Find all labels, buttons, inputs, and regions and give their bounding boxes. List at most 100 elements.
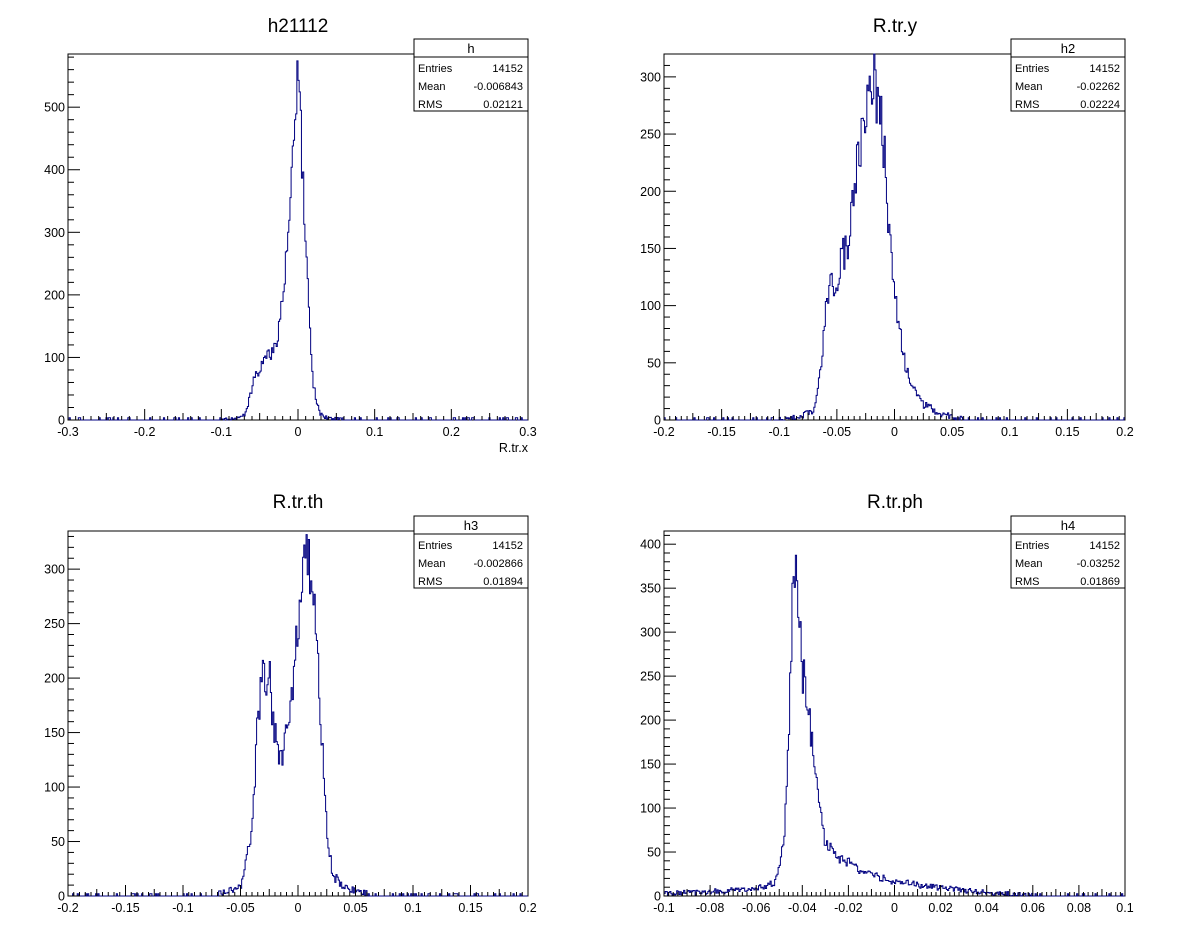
x-tick-label: -0.1 — [653, 901, 675, 915]
x-tick-label: -0.02 — [834, 901, 863, 915]
histogram-series — [663, 554, 1125, 897]
x-tick-label: 0.05 — [343, 901, 367, 915]
y-tick-label: 100 — [640, 802, 661, 816]
stats-value-rms: 0.02224 — [1080, 99, 1120, 111]
x-tick-label: 0.1 — [1001, 425, 1018, 439]
x-tick-label: -0.08 — [696, 901, 725, 915]
x-tick-label: -0.1 — [211, 425, 233, 439]
histogram-series — [68, 534, 528, 897]
x-tick-label: -0.06 — [742, 901, 771, 915]
stats-histogram-name: h3 — [464, 518, 478, 533]
stats-value-mean: -0.03252 — [1077, 558, 1120, 570]
x-tick-label: 0.1 — [366, 425, 383, 439]
stats-label-rms: RMS — [1015, 576, 1039, 588]
y-tick-label: 250 — [44, 617, 65, 631]
y-tick-label: 150 — [640, 758, 661, 772]
x-tick-label: 0 — [891, 901, 898, 915]
histogram-panel-3: R.tr.th -0.2 -0.15 -0.1 -0.05 0 0.05 0.1 0.15 0.2… — [44, 492, 537, 915]
x-tick-label: 0.3 — [519, 425, 536, 439]
x-tick-label: -0.05 — [823, 425, 852, 439]
x-tick-label: 0.2 — [1116, 425, 1133, 439]
y-tick-label: 200 — [640, 185, 661, 199]
y-tick-label: 0 — [654, 890, 661, 904]
stats-value-entries: 14152 — [1089, 63, 1120, 75]
y-tick-label: 150 — [640, 242, 661, 256]
stats-box: h4 Entries 14152 Mean -0.03252 RMS 0.01869 — [1010, 515, 1126, 589]
y-tick-label: 150 — [44, 726, 65, 740]
x-tick-label: 0.08 — [1067, 901, 1091, 915]
y-tick-label: 100 — [44, 351, 65, 365]
y-tick-label: 0 — [58, 890, 65, 904]
stats-histogram-name: h4 — [1061, 518, 1075, 533]
histogram-series — [68, 60, 528, 421]
y-tick-label: 400 — [44, 163, 65, 177]
stats-value-entries: 14152 — [1089, 540, 1120, 552]
y-tick-label: 100 — [640, 299, 661, 313]
stats-box: h2 Entries 14152 Mean -0.02262 RMS 0.02224 — [1010, 38, 1126, 112]
x-tick-label: 0 — [295, 425, 302, 439]
y-tick-label: 250 — [640, 128, 661, 142]
x-tick-label: 0.15 — [458, 901, 482, 915]
stats-box-frame — [413, 38, 529, 112]
panel-title: R.tr.y — [873, 16, 918, 37]
x-tick-label: 0 — [891, 425, 898, 439]
x-tick-label: 0.02 — [928, 901, 952, 915]
y-tick-label: 200 — [44, 288, 65, 302]
y-tick-label: 0 — [654, 414, 661, 428]
stats-box: h3 Entries 14152 Mean -0.002866 RMS 0.01894 — [413, 515, 529, 589]
y-tick-label: 200 — [44, 672, 65, 686]
stats-label-entries: Entries — [418, 63, 453, 75]
stats-value-mean: -0.002866 — [473, 558, 523, 570]
stats-value-mean: -0.006843 — [473, 81, 523, 93]
stats-value-rms: 0.02121 — [483, 99, 523, 111]
y-tick-label: 400 — [640, 538, 661, 552]
x-tick-label: -0.1 — [172, 901, 194, 915]
stats-box-frame — [1010, 38, 1126, 112]
stats-histogram-name: h — [467, 41, 474, 56]
stats-label-mean: Mean — [418, 558, 446, 570]
x-tick-label: -0.2 — [57, 901, 79, 915]
x-tick-label: -0.04 — [788, 901, 817, 915]
x-tick-label: 0.1 — [1116, 901, 1133, 915]
y-tick-label: 300 — [44, 226, 65, 240]
y-tick-label: 300 — [640, 70, 661, 84]
panel-title: h21112 — [268, 16, 329, 37]
y-tick-label: 250 — [640, 670, 661, 684]
stats-value-mean: -0.02262 — [1077, 81, 1120, 93]
x-tick-label: -0.2 — [134, 425, 156, 439]
stats-label-mean: Mean — [418, 81, 446, 93]
stats-label-mean: Mean — [1015, 558, 1043, 570]
stats-value-rms: 0.01894 — [483, 576, 523, 588]
stats-value-rms: 0.01869 — [1080, 576, 1120, 588]
x-tick-label: -0.15 — [111, 901, 140, 915]
y-tick-label: 50 — [647, 356, 661, 370]
y-tick-label: 200 — [640, 714, 661, 728]
stats-label-entries: Entries — [1015, 540, 1050, 552]
stats-label-rms: RMS — [1015, 99, 1039, 111]
panel-title: R.tr.th — [273, 492, 324, 513]
y-tick-label: 350 — [640, 582, 661, 596]
stats-label-rms: RMS — [418, 99, 442, 111]
y-tick-label: 300 — [44, 563, 65, 577]
y-tick-label: 300 — [640, 626, 661, 640]
x-tick-label: 0.06 — [1021, 901, 1045, 915]
x-tick-label: 0.04 — [975, 901, 999, 915]
stats-histogram-name: h2 — [1061, 41, 1075, 56]
x-tick-label: 0.2 — [443, 425, 460, 439]
x-tick-label: 0.2 — [519, 901, 536, 915]
stats-label-entries: Entries — [418, 540, 453, 552]
x-tick-label: -0.15 — [707, 425, 736, 439]
x-tick-label: -0.1 — [768, 425, 790, 439]
y-tick-label: 50 — [647, 846, 661, 860]
x-tick-label: 0.1 — [404, 901, 421, 915]
stats-label-mean: Mean — [1015, 81, 1043, 93]
panel-title: R.tr.ph — [867, 492, 923, 513]
x-tick-label: 0.05 — [940, 425, 964, 439]
x-axis-title: R.tr.x — [499, 441, 529, 455]
x-tick-label: -0.2 — [653, 425, 675, 439]
stats-box-frame — [413, 515, 529, 589]
stats-value-entries: 14152 — [492, 540, 523, 552]
histogram-panel-4: R.tr.ph -0.1 -0.08 -0.06 -0.04 -0.02 0 0.02 0.04… — [640, 492, 1134, 915]
histogram-panel-2: R.tr.y -0.2 -0.15 -0.1 -0.05 0 0.05 0.1 0.15 0.2 0… — [640, 16, 1134, 439]
